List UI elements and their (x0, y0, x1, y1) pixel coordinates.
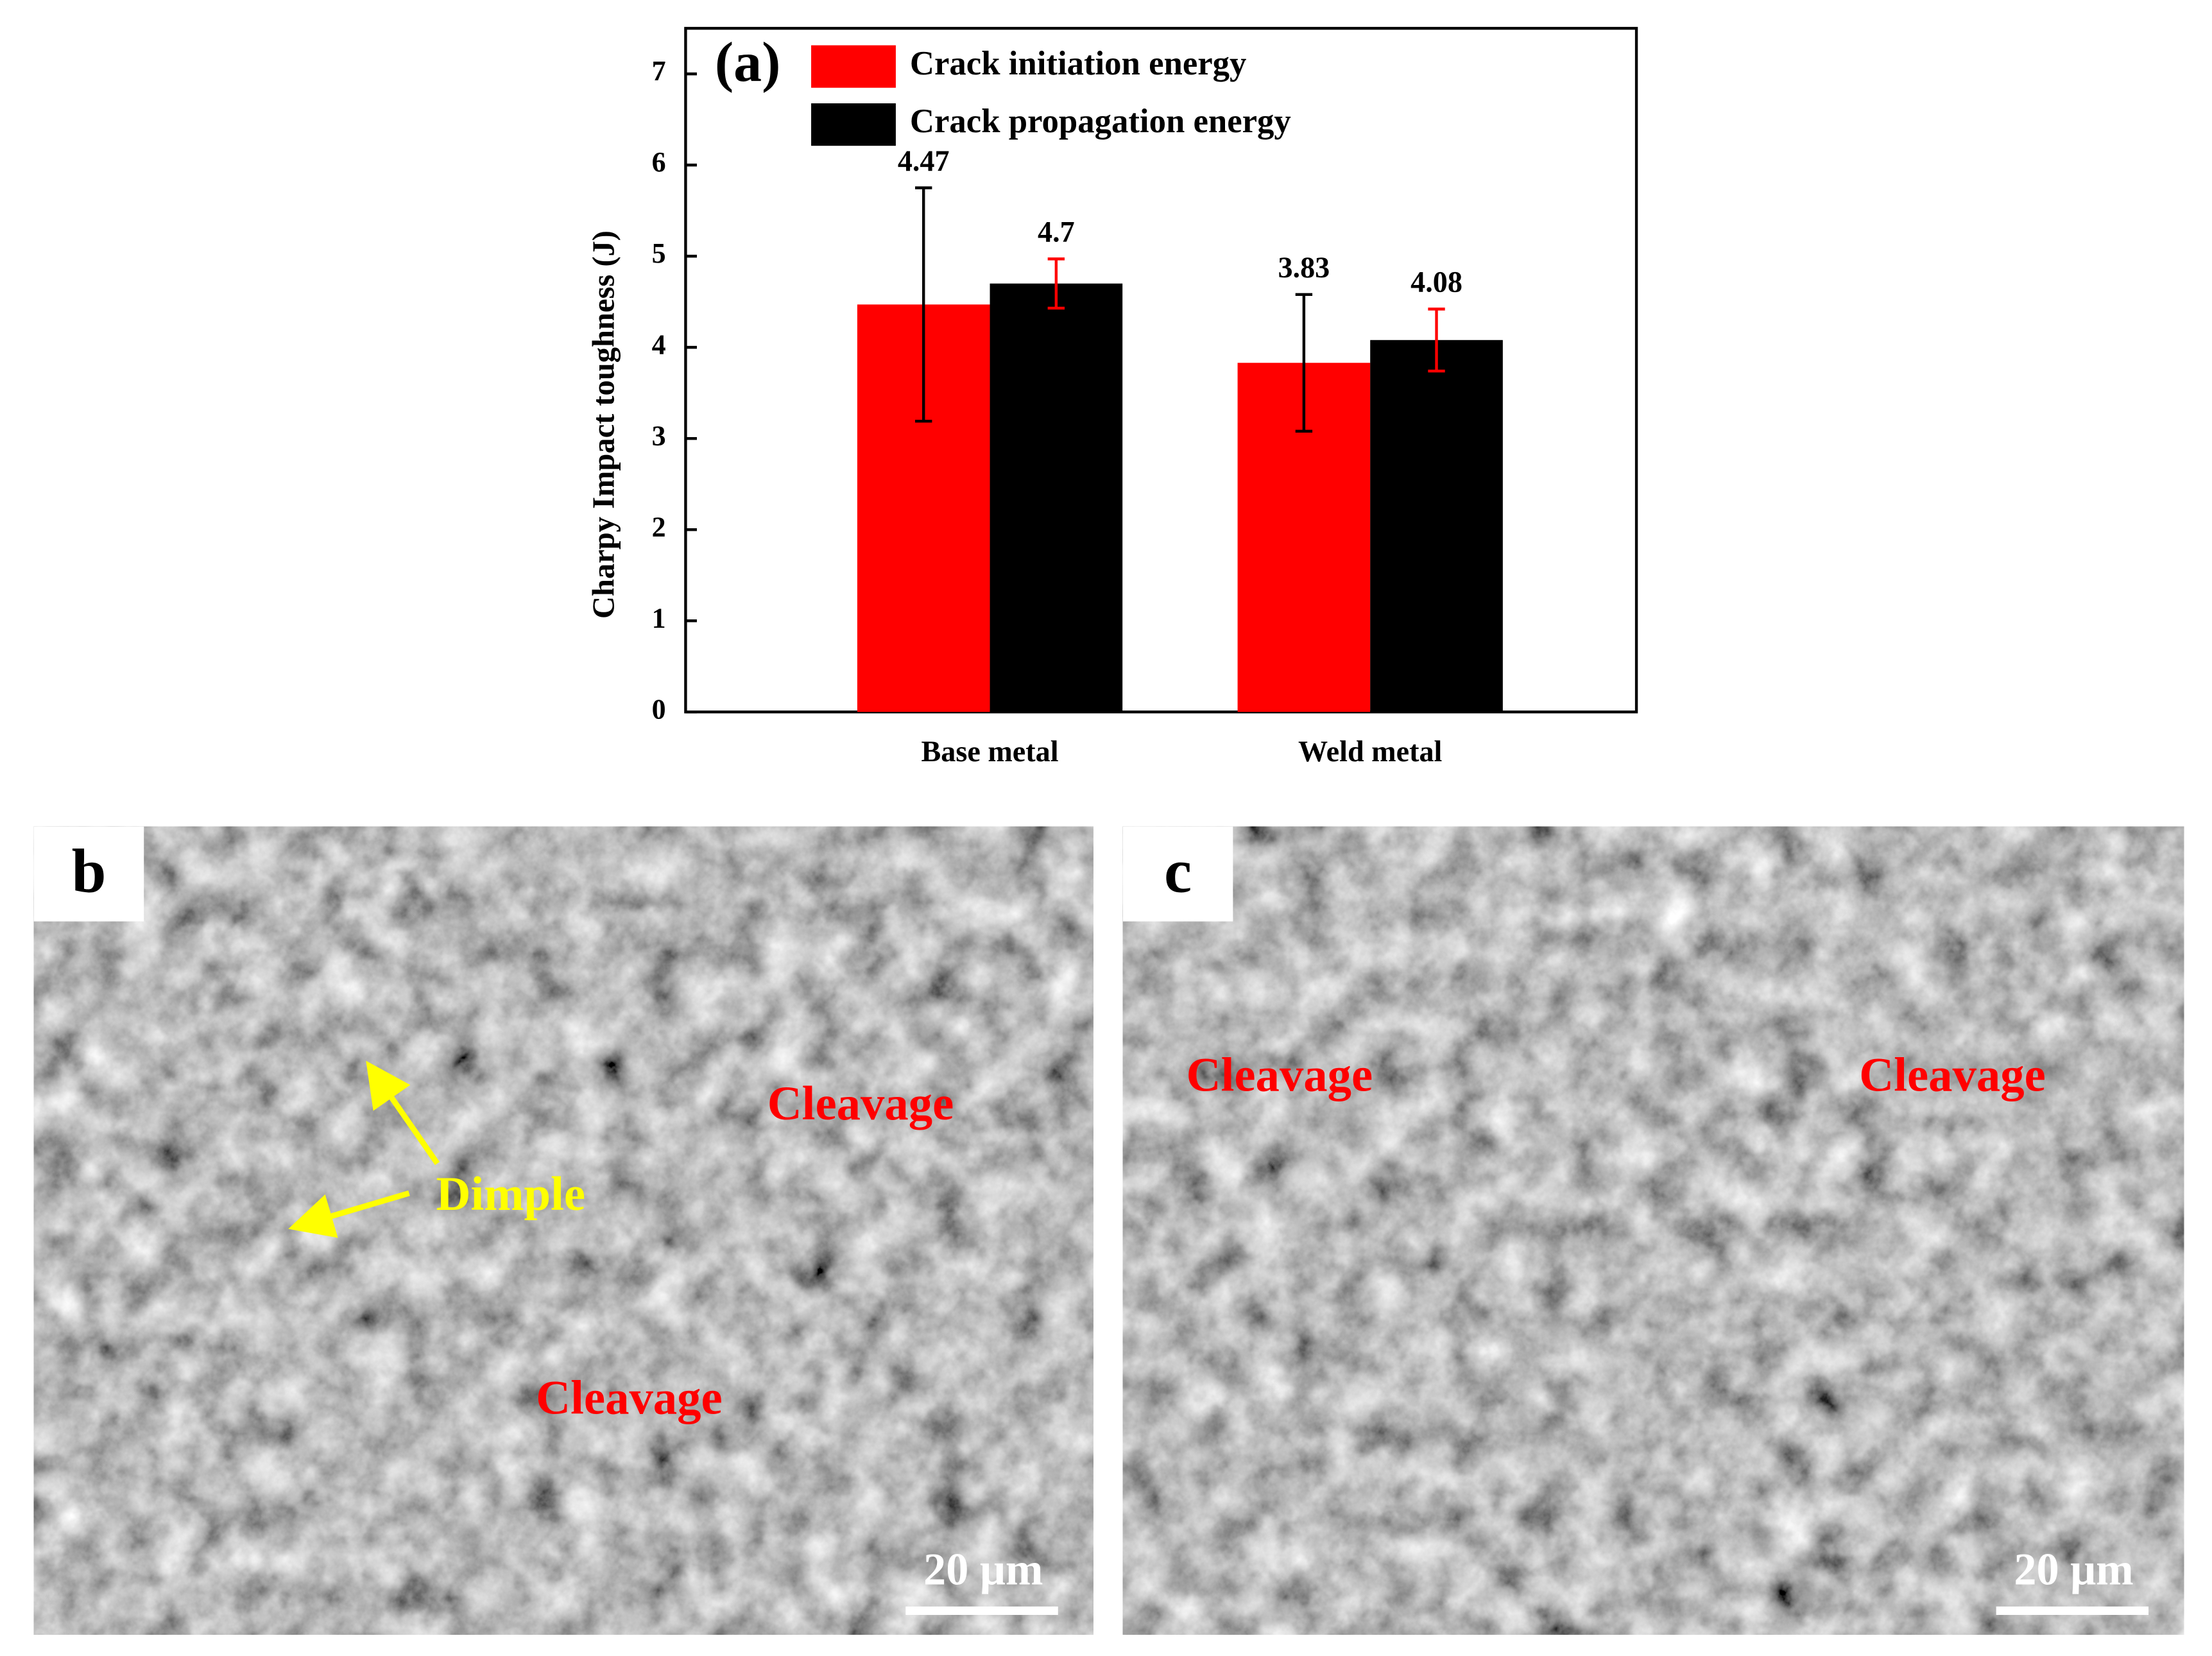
error-bar (1047, 257, 1065, 310)
legend-swatch (811, 103, 896, 146)
plot-frame (684, 26, 1638, 714)
value-label: 4.08 (1410, 266, 1462, 298)
legend-label: Crack initiation energy (910, 45, 1246, 82)
error-bar (1295, 293, 1313, 433)
x-tick-label: Base metal (922, 735, 1059, 768)
panel-label: c (1164, 836, 1192, 905)
y-tick-label: 3 (652, 420, 666, 451)
y-tick-label: 0 (652, 693, 666, 725)
sem-image-c (1122, 826, 2184, 1635)
arrow (288, 1190, 410, 1238)
scale-bar-label: 20 μm (2014, 1544, 2133, 1594)
legend-swatch (811, 45, 896, 88)
y-tick-label: 4 (652, 329, 666, 360)
annotation: Cleavage (1859, 1049, 2046, 1102)
panel-label-box (1122, 826, 1233, 922)
annotation: Cleavage (1187, 1049, 1373, 1102)
y-tick-label: 6 (652, 146, 666, 178)
y-tick-label: 7 (652, 55, 666, 87)
scale-bar-label: 20 μm (923, 1544, 1043, 1594)
bar (990, 283, 1123, 712)
annotation: Cleavage (767, 1077, 954, 1130)
bar (1370, 340, 1503, 712)
panel-label: b (72, 836, 107, 905)
error-bar (915, 186, 932, 423)
panel-label: (a) (715, 31, 781, 94)
y-tick-label: 1 (652, 602, 666, 634)
y-axis-label: Charpy Impact toughness (J) (587, 230, 621, 619)
x-tick-label: Weld metal (1298, 735, 1442, 768)
legend-label: Crack propagation energy (910, 103, 1291, 140)
annotation: Dimple (436, 1168, 585, 1221)
sem-image-b (33, 826, 1093, 1635)
annotation: Cleavage (536, 1371, 723, 1424)
value-label: 3.83 (1278, 251, 1330, 284)
error-bar (1428, 307, 1445, 373)
y-tick-label: 5 (652, 237, 666, 269)
value-label: 4.47 (898, 144, 950, 177)
panel-label-box (33, 826, 144, 922)
value-label: 4.7 (1038, 215, 1075, 248)
arrow (366, 1060, 440, 1166)
y-tick-label: 2 (652, 511, 666, 542)
